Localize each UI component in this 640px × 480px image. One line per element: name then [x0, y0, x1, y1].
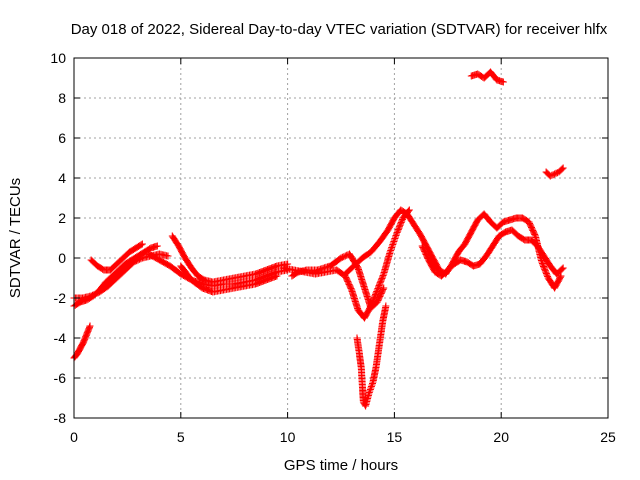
y-tick-label: 10	[50, 50, 66, 66]
series-arc-14	[542, 164, 567, 180]
y-tick-label: 4	[58, 170, 66, 186]
x-tick-label: 0	[70, 429, 78, 445]
y-tick-label: -8	[54, 410, 67, 426]
y-tick-label: 8	[58, 90, 66, 106]
plot-frame	[73, 57, 609, 419]
chart-title: Day 018 of 2022, Sidereal Day-to-day VTE…	[71, 21, 608, 38]
series-arc-6	[168, 232, 292, 286]
y-tick-label: -4	[54, 330, 67, 346]
series-arc-10	[341, 206, 565, 292]
grid-lines	[74, 58, 608, 418]
series-arc-11	[418, 226, 567, 280]
series-arc-13	[467, 68, 507, 86]
x-tick-label: 10	[280, 429, 296, 445]
y-tick-label: 6	[58, 130, 66, 146]
series-arc-12	[353, 302, 390, 410]
x-tick-label: 20	[493, 429, 509, 445]
axis-ticks	[73, 57, 609, 419]
series-arc-7	[177, 262, 281, 296]
x-tick-label: 5	[177, 429, 185, 445]
x-tick-label: 25	[600, 429, 616, 445]
series-arc-9	[288, 250, 388, 312]
y-tick-label: 0	[58, 250, 66, 266]
y-tick-labels: -8 -6 -4 -2 0 2 4 6 8 10	[50, 50, 66, 426]
x-axis-title: GPS time / hours	[284, 457, 398, 474]
x-tick-labels: 0 5 10 15 20 25	[70, 429, 616, 445]
data-points	[70, 68, 567, 410]
series-arc-4	[87, 240, 146, 274]
y-tick-label: -2	[54, 290, 67, 306]
y-tick-label: 2	[58, 210, 66, 226]
x-tick-label: 15	[387, 429, 403, 445]
y-axis-title: SDTVAR / TECUs	[7, 178, 24, 298]
y-tick-label: -6	[54, 370, 67, 386]
